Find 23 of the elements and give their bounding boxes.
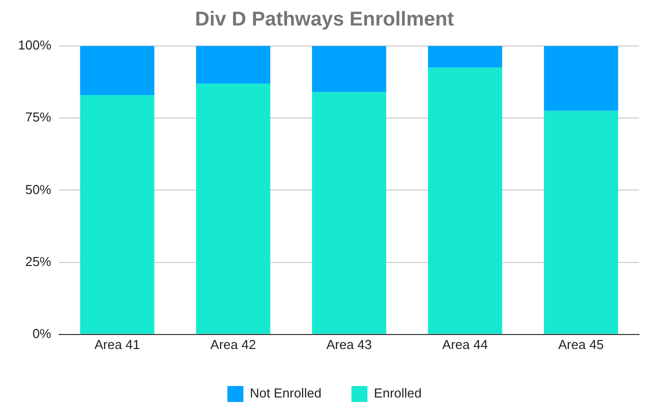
legend-label: Not Enrolled [250, 386, 322, 401]
y-tick-label: 75% [25, 110, 52, 125]
x-tick-label: Area 41 [94, 336, 140, 352]
bar [196, 46, 270, 84]
bar [80, 46, 154, 96]
bar [80, 95, 154, 334]
bar [428, 46, 502, 68]
bar [544, 46, 618, 111]
x-tick-label: Area 42 [210, 336, 256, 352]
legend-label: Enrolled [374, 386, 422, 401]
bar [196, 83, 270, 334]
y-tick-label: 100% [18, 38, 52, 53]
x-tick-label: Area 44 [442, 336, 488, 352]
bar [312, 92, 386, 334]
bar [312, 46, 386, 92]
bar [544, 110, 618, 334]
y-tick-label: 0% [32, 326, 52, 341]
bar [428, 68, 502, 334]
y-tick-label: 25% [25, 254, 52, 269]
chart-title: Div D Pathways Enrollment [195, 8, 454, 31]
x-tick-label: Area 43 [326, 336, 372, 352]
y-tick-label: 50% [25, 182, 52, 197]
x-tick-label: Area 45 [558, 336, 604, 352]
